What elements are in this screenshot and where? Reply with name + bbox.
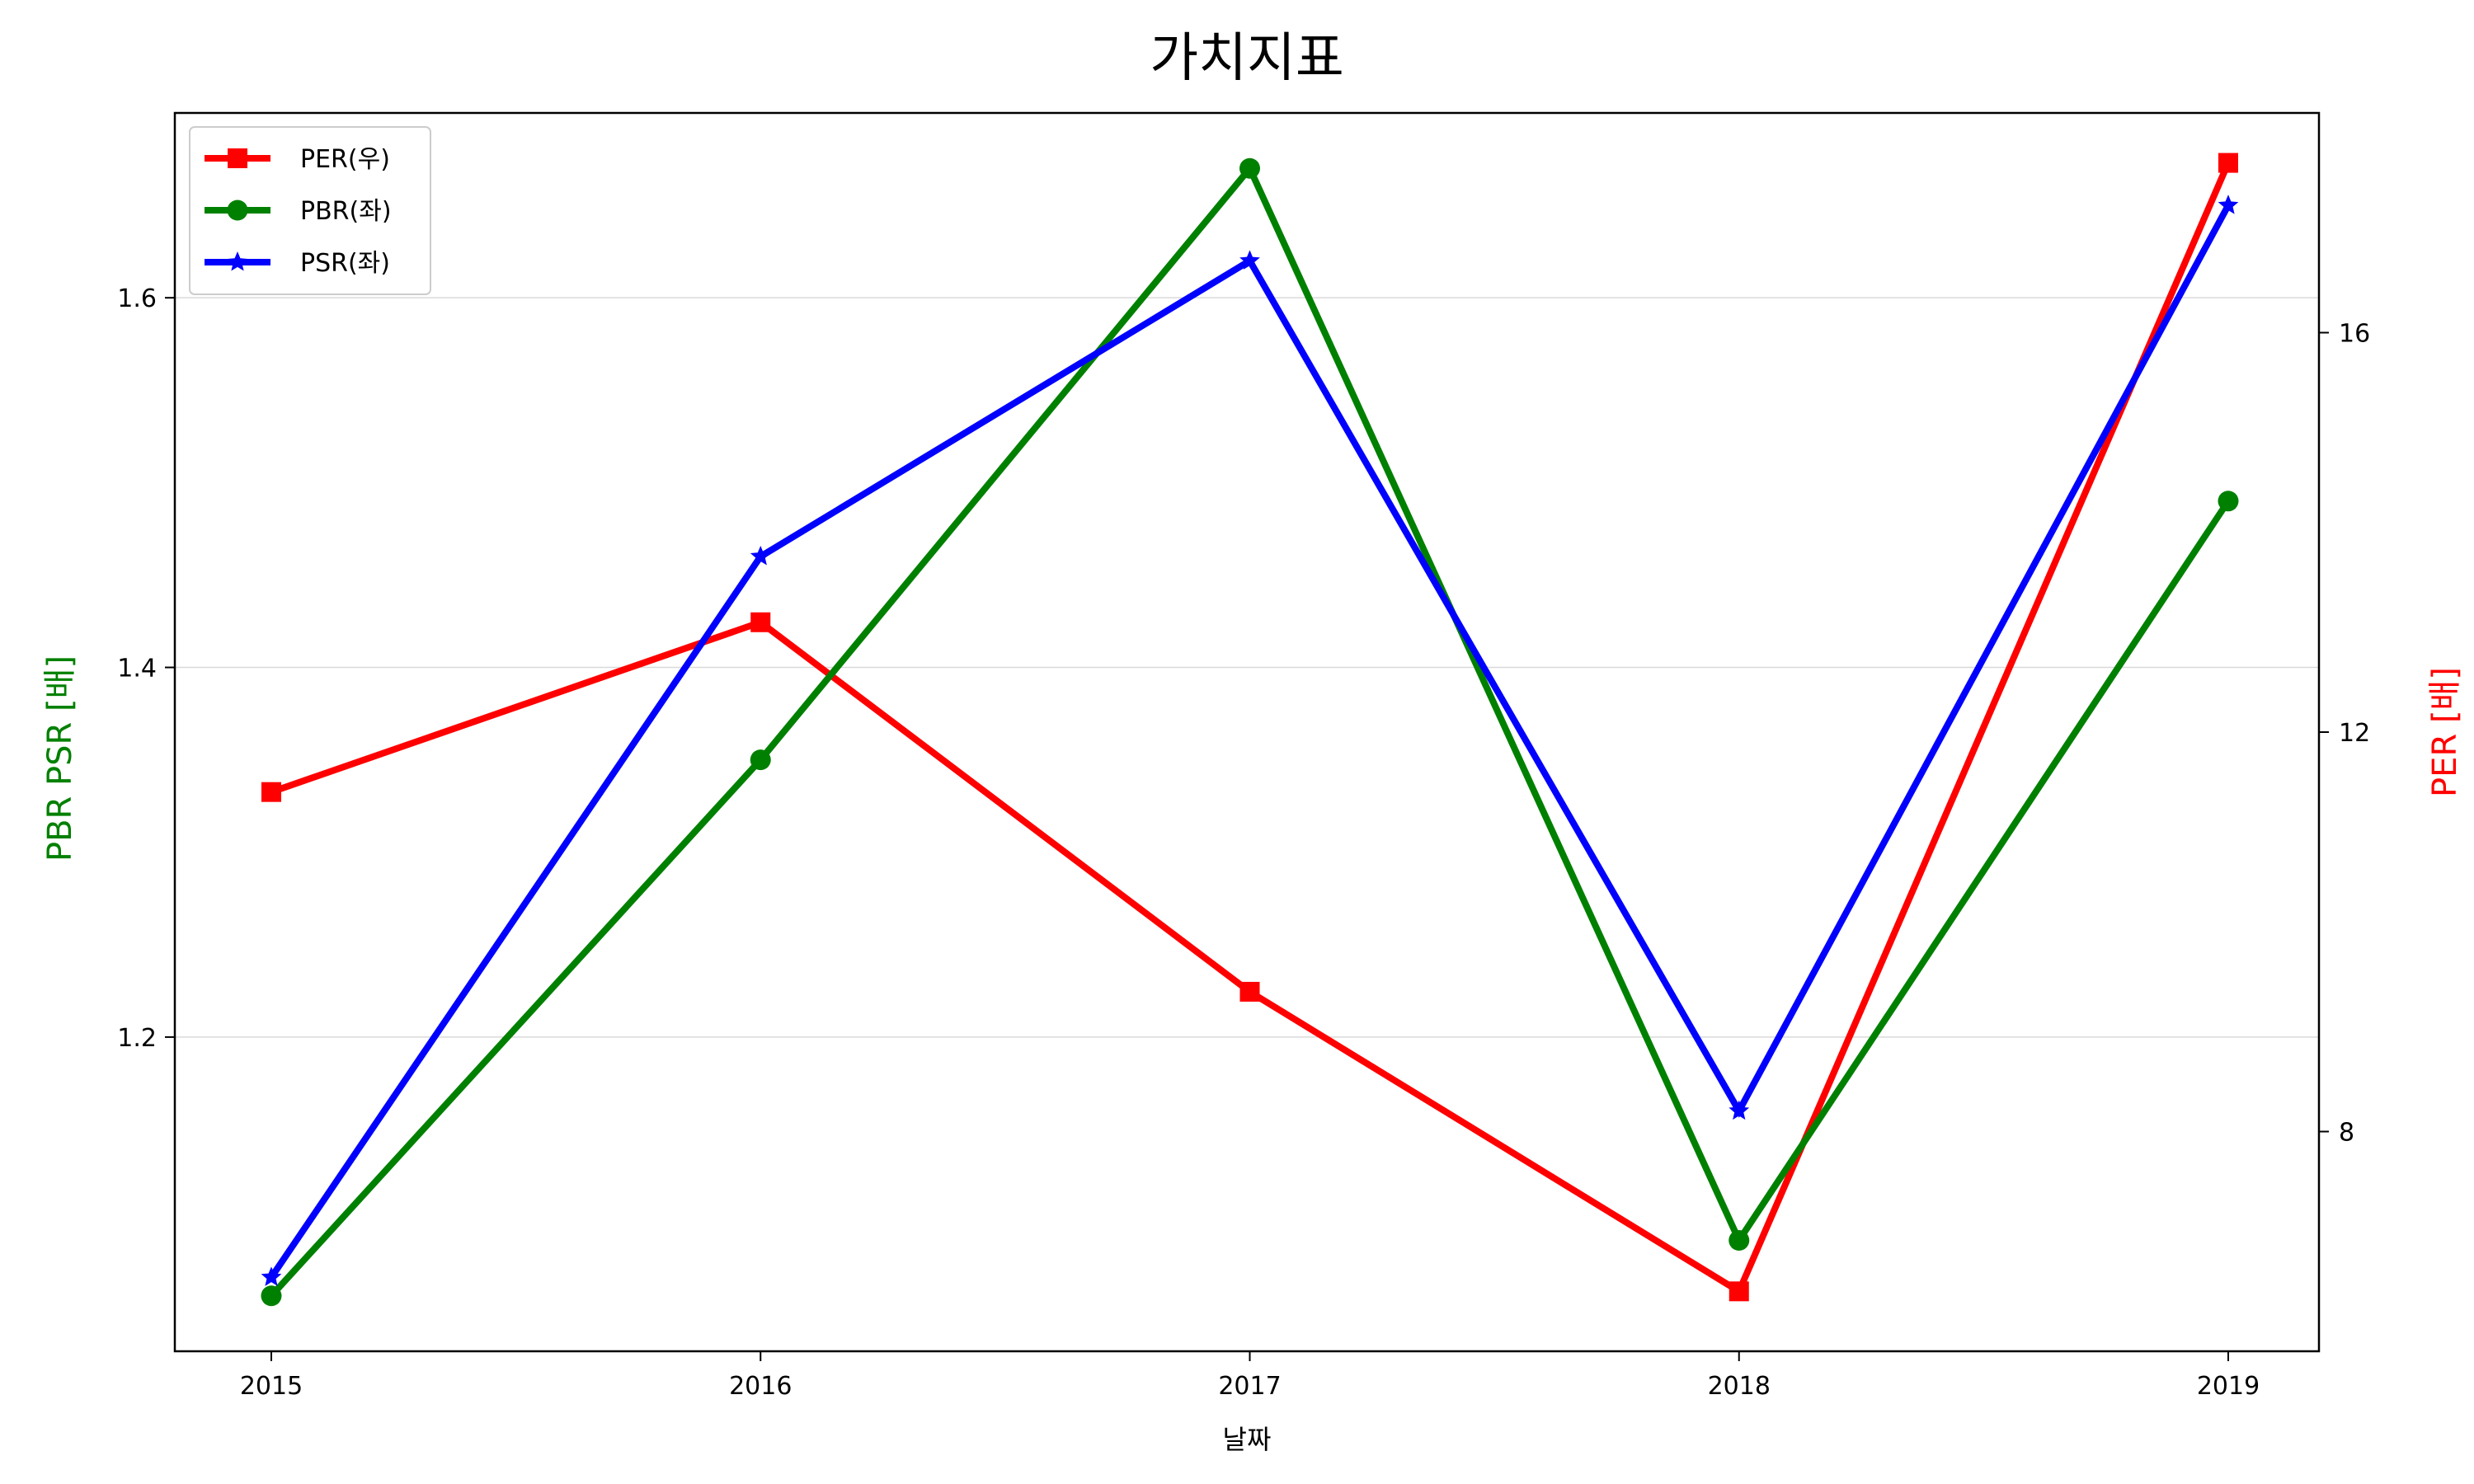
x-tick-label: 2015: [240, 1372, 303, 1401]
y-right-tick-label: 16: [2339, 319, 2370, 348]
data-point: [1729, 1281, 1749, 1302]
legend-item: PSR(좌): [205, 249, 390, 278]
y-left-tick-label: 1.2: [117, 1024, 157, 1053]
data-point: [750, 546, 771, 566]
series-2: [261, 157, 2239, 1307]
x-tick-label: 2018: [1708, 1372, 1771, 1401]
legend-label: PSR(좌): [300, 249, 390, 278]
legend-label: PBR(좌): [300, 197, 392, 226]
data-point: [261, 1266, 282, 1286]
x-axis: 2015 2016 2017 2018 2019: [240, 1351, 2260, 1401]
y-left-tick-label: 1.4: [117, 655, 157, 683]
data-point: [1239, 250, 1260, 270]
data-point: [2218, 153, 2238, 173]
y-left-tick-label: 1.6: [117, 284, 157, 313]
data-point: [261, 1285, 282, 1307]
y-right-tick-label: 12: [2339, 719, 2370, 748]
legend-marker: [227, 200, 248, 221]
data-point: [2218, 195, 2239, 214]
series-line: [268, 204, 2232, 1280]
y-axis-right-label: PER [배]: [2426, 667, 2464, 797]
data-point: [1729, 1100, 1750, 1120]
data-point: [1239, 981, 1260, 1002]
series-line: [269, 162, 2232, 1298]
grid-lines: [175, 297, 2319, 1038]
data-point: [261, 782, 281, 802]
legend-label: PER(우): [300, 145, 390, 174]
x-axis-label: 날짜: [1223, 1424, 1272, 1455]
data-point: [2218, 491, 2239, 512]
data-point: [1239, 157, 1260, 179]
plot-area: [173, 111, 2321, 1353]
legend-item: PBR(좌): [205, 197, 392, 226]
y-axis-left: 1.2 1.4 1.6: [117, 284, 175, 1053]
data-point: [750, 749, 771, 771]
series-3: [261, 195, 2239, 1286]
y-axis-left-label: PBR PSR [배]: [41, 655, 79, 862]
x-tick-label: 2017: [1218, 1372, 1281, 1401]
x-tick-label: 2016: [729, 1372, 792, 1401]
series-1: [261, 153, 2238, 1302]
legend-item: PER(우): [205, 145, 390, 174]
data-point: [750, 612, 771, 632]
y-right-tick-label: 8: [2339, 1119, 2354, 1148]
legend: PER(우) PBR(좌) PSR(좌): [189, 126, 431, 295]
series-line: [270, 161, 2232, 1297]
legend-box: [189, 126, 431, 295]
legend-marker: [228, 148, 247, 168]
series-layer: [261, 153, 2239, 1307]
data-point: [1729, 1229, 1750, 1251]
x-tick-label: 2019: [2197, 1372, 2260, 1401]
chart-title: 가치지표: [1150, 28, 1344, 89]
legend-marker: [227, 251, 248, 271]
y-axis-right: 8 12 16: [2319, 319, 2370, 1148]
